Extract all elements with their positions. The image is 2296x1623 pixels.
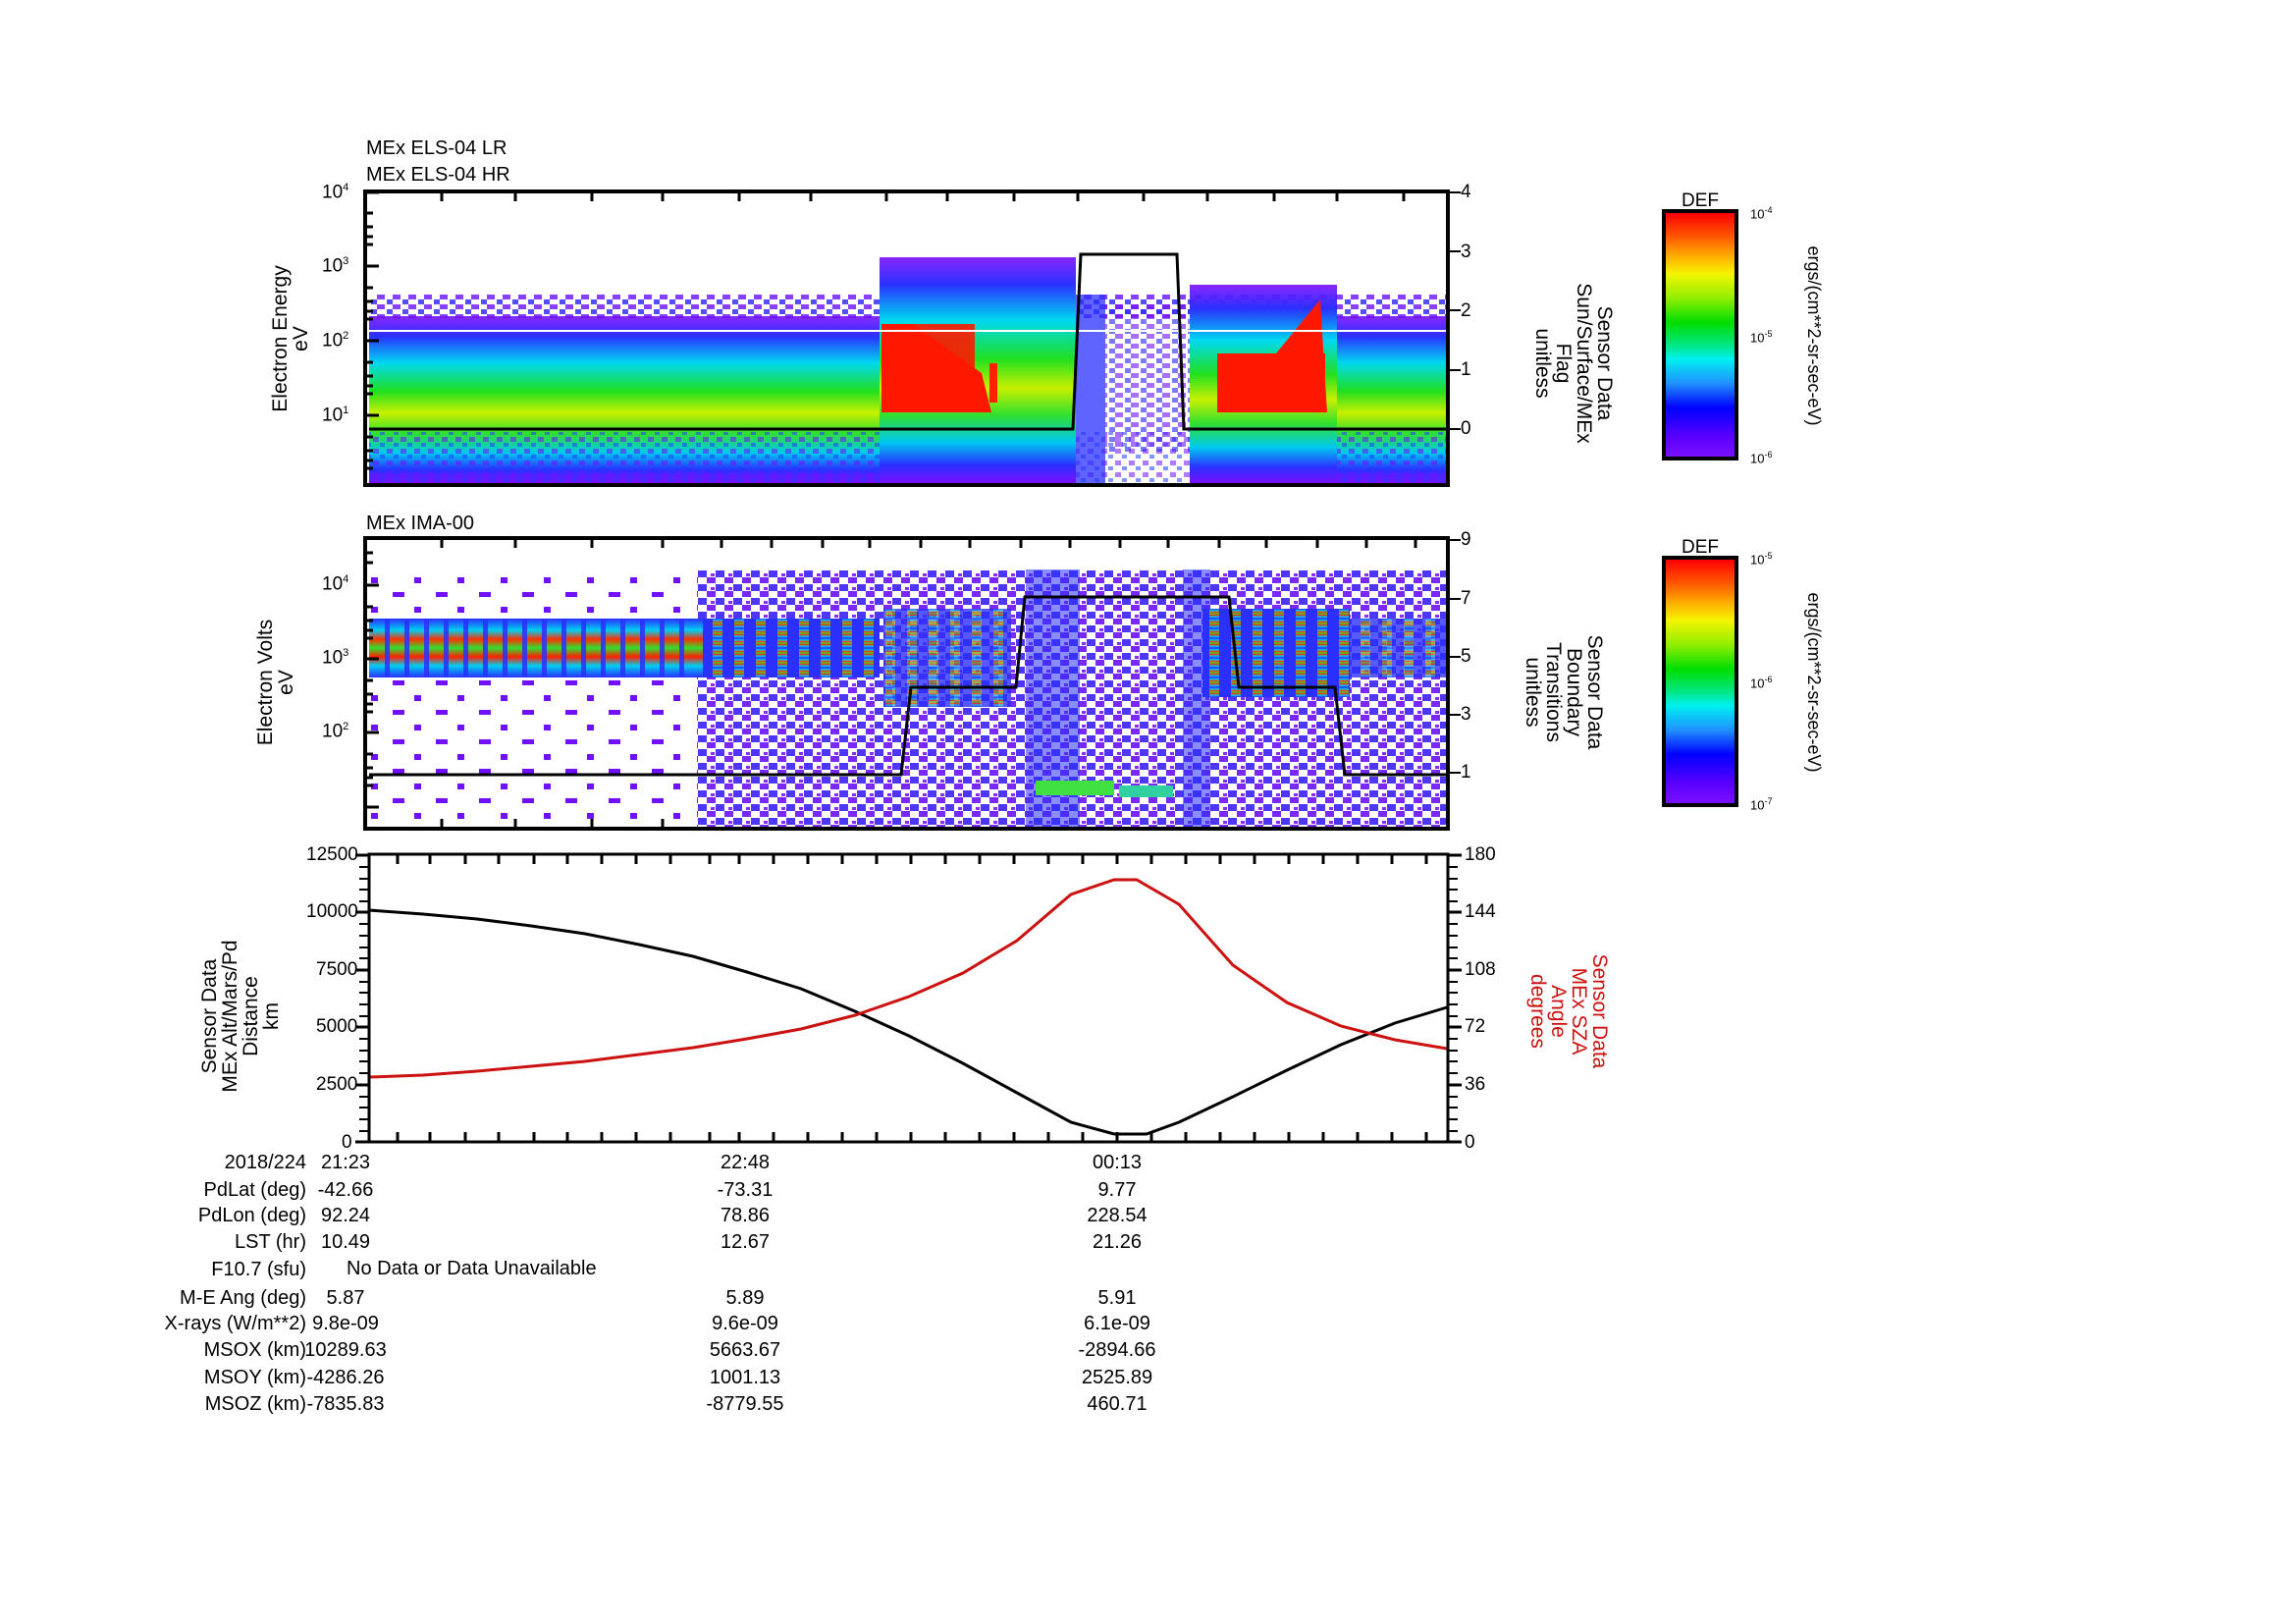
- els-ytick-1e2: 102: [322, 330, 349, 352]
- lst-3: 21.26: [1092, 1231, 1143, 1253]
- orbit-ytick-7500: 7500: [316, 959, 358, 980]
- msox-3: -2894.66: [1078, 1339, 1156, 1361]
- altitude-series: [368, 908, 1448, 1136]
- pdlat-2: -73.31: [717, 1179, 774, 1201]
- pdlon-1: 92.24: [320, 1205, 371, 1226]
- pdlat-1: -42.66: [317, 1179, 374, 1201]
- me-ang-2: 5.89: [725, 1287, 765, 1309]
- ima-ytick-1e2: 102: [322, 721, 349, 742]
- me-ang-1: 5.87: [326, 1287, 365, 1309]
- lst-2: 12.67: [720, 1231, 771, 1253]
- msoy-3: 2525.89: [1081, 1367, 1153, 1388]
- orbit-rtick-180: 180: [1465, 844, 1496, 865]
- msoz-1: -7835.83: [306, 1393, 385, 1415]
- ima-cbar-tick-1e-5: 10-5: [1750, 551, 1773, 568]
- xrays-3: 6.1e-09: [1084, 1313, 1150, 1334]
- msoz-3: 460.71: [1087, 1393, 1148, 1415]
- orbit-rtick-0: 0: [1465, 1132, 1475, 1153]
- ima-ytick-1e3: 103: [322, 647, 349, 669]
- orbit-ytick-5000: 5000: [316, 1016, 358, 1037]
- msox-1: 10289.63: [304, 1339, 387, 1361]
- ima-cbar-tick-1e-6: 10-6: [1750, 675, 1773, 691]
- els-title-hr: MEx ELS-04 HR: [366, 164, 510, 186]
- row-label-lst: LST (hr): [235, 1231, 306, 1253]
- ima-rtick-1: 1: [1461, 762, 1471, 783]
- els-rtick-4: 4: [1461, 182, 1471, 202]
- orbit-rtick-144: 144: [1465, 901, 1496, 922]
- row-label-pdlat: PdLat (deg): [203, 1179, 306, 1201]
- orbit-rtick-108: 108: [1465, 959, 1496, 980]
- time-col-3: 00:13: [1092, 1152, 1143, 1173]
- els-colorbar: [1662, 209, 1738, 460]
- ima-ytick-1e4: 104: [322, 573, 349, 595]
- time-col-2: 22:48: [720, 1152, 771, 1173]
- orbit-ytick-0: 0: [342, 1132, 352, 1153]
- els-rtick-3: 3: [1461, 242, 1471, 262]
- ima-rtick-7: 7: [1461, 588, 1471, 609]
- row-label-f107: F10.7 (sfu): [211, 1259, 306, 1280]
- ima-title: MEx IMA-00: [366, 513, 475, 534]
- lst-1: 10.49: [320, 1231, 371, 1253]
- ima-rtick-3: 3: [1461, 704, 1471, 725]
- pdlon-2: 78.86: [720, 1205, 771, 1226]
- els-cbar-tick-1e-6: 10-6: [1750, 450, 1773, 466]
- els-colorbar-title: DEF: [1682, 190, 1719, 211]
- msoy-1: -4286.26: [306, 1367, 385, 1388]
- ima-rtick-5: 5: [1461, 646, 1471, 667]
- els-ytick-1e4: 104: [322, 182, 349, 203]
- msox-2: 5663.67: [709, 1339, 781, 1361]
- row-label-me-ang: M-E Ang (deg): [180, 1287, 306, 1309]
- orbit-rtick-72: 72: [1465, 1016, 1486, 1037]
- ima-rtick-9: 9: [1461, 529, 1471, 550]
- els-cbar-tick-1e-5: 10-5: [1750, 329, 1773, 346]
- els-title-lr: MEx ELS-04 LR: [366, 137, 507, 159]
- xrays-1: 9.8e-09: [312, 1313, 379, 1334]
- els-ytick-1e1: 101: [322, 405, 349, 426]
- ima-colorbar: [1662, 556, 1738, 807]
- els-cbar-tick-1e-4: 10-4: [1750, 205, 1773, 222]
- ima-cbar-tick-1e-7: 10-7: [1750, 796, 1773, 813]
- row-label-msoz: MSOZ (km): [204, 1393, 306, 1415]
- sza-series: [368, 878, 1448, 1079]
- orbit-ytick-12500: 12500: [306, 844, 358, 865]
- row-label-xrays: X-rays (W/m**2): [164, 1313, 306, 1334]
- time-col-1: 21:23: [320, 1152, 371, 1173]
- els-rtick-2: 2: [1461, 300, 1471, 321]
- msoz-2: -8779.55: [706, 1393, 784, 1415]
- orbit-ytick-2500: 2500: [316, 1074, 358, 1095]
- pdlon-3: 228.54: [1087, 1205, 1148, 1226]
- date-label: 2018/224: [224, 1152, 306, 1173]
- row-label-msox: MSOX (km): [203, 1339, 306, 1361]
- xrays-2: 9.6e-09: [712, 1313, 778, 1334]
- els-rtick-1: 1: [1461, 359, 1471, 380]
- ima-colorbar-title: DEF: [1682, 537, 1719, 558]
- me-ang-3: 5.91: [1097, 1287, 1137, 1309]
- els-ytick-1e3: 103: [322, 255, 349, 277]
- pdlat-3: 9.77: [1097, 1179, 1137, 1201]
- orbit-ytick-10000: 10000: [306, 901, 358, 922]
- orbit-rtick-36: 36: [1465, 1074, 1486, 1095]
- row-label-msoy: MSOY (km): [203, 1367, 306, 1388]
- row-label-pdlon: PdLon (deg): [197, 1205, 306, 1226]
- els-rtick-0: 0: [1461, 418, 1471, 439]
- f107-note: No Data or Data Unavailable: [347, 1258, 597, 1279]
- msoy-2: 1001.13: [709, 1367, 781, 1388]
